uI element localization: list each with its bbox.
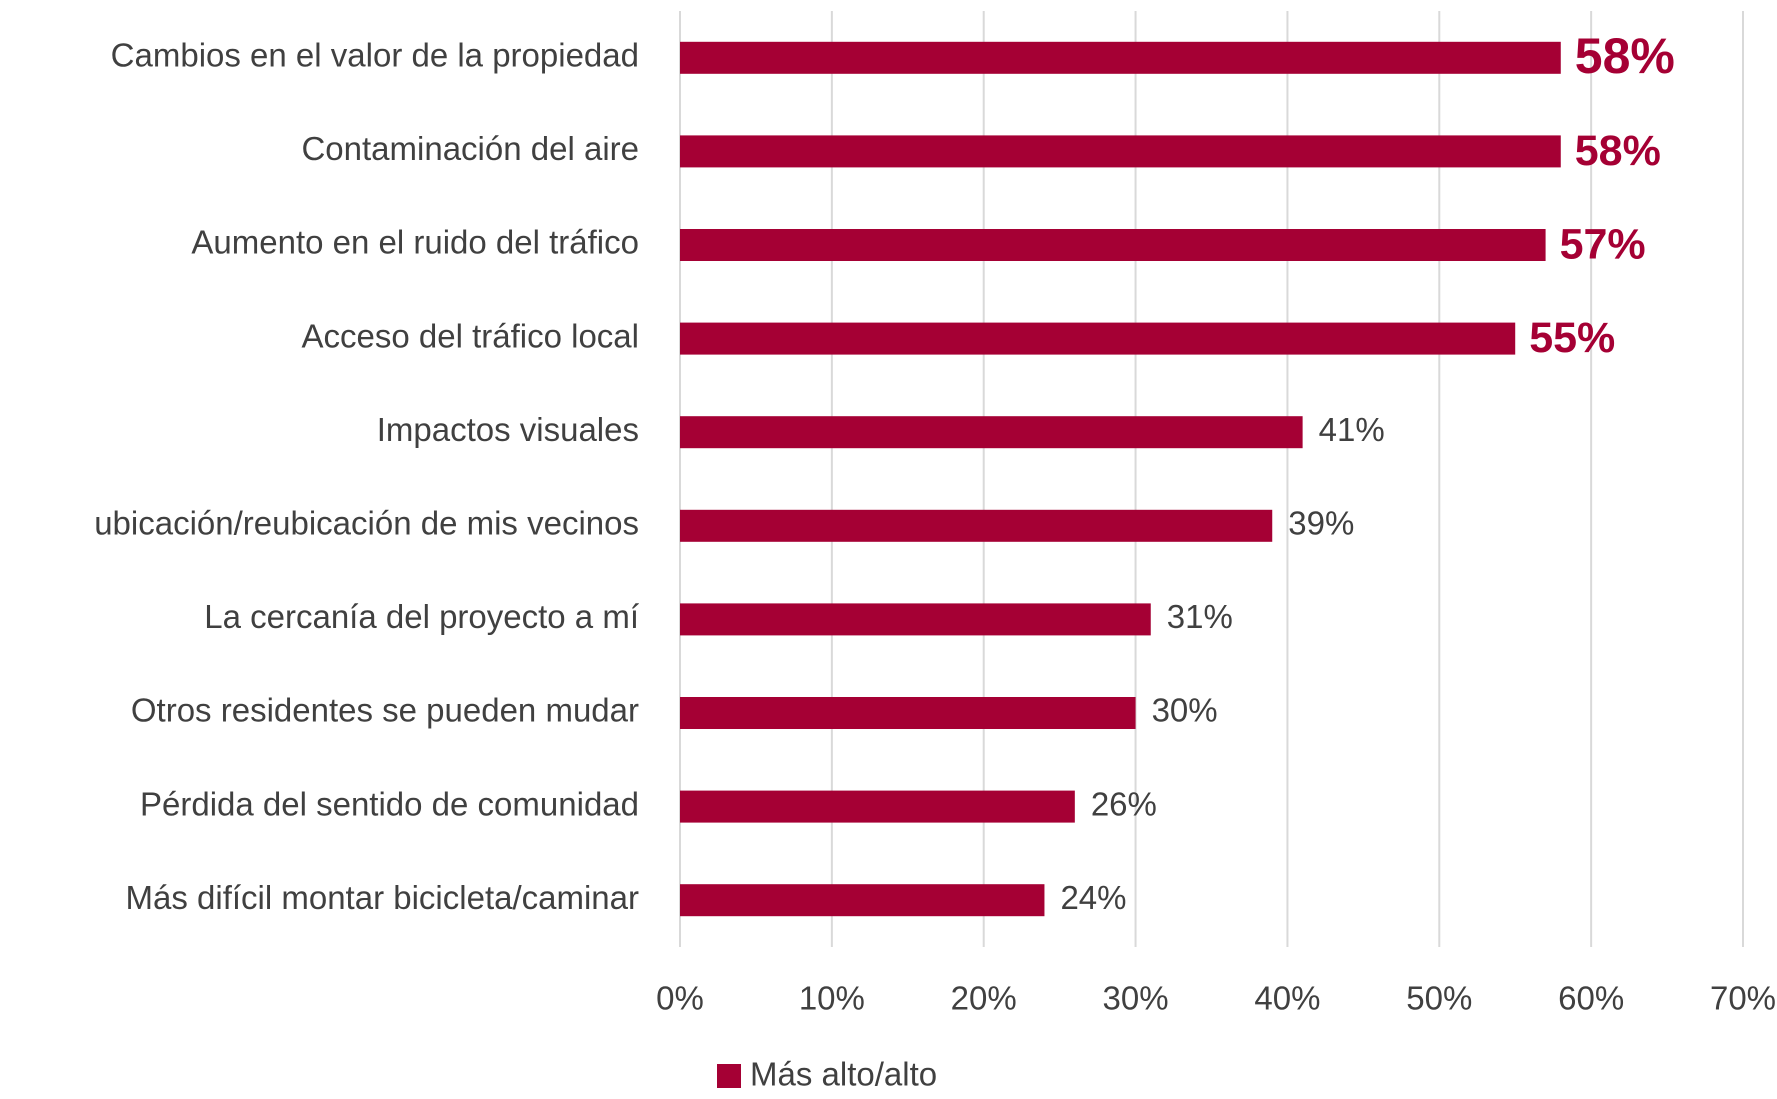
legend-label: Más alto/alto [750,1056,937,1093]
x-tick-label: 60% [1558,980,1624,1017]
data-label: 31% [1167,598,1233,635]
y-tick-label: Pérdida del sentido de comunidad [140,785,639,822]
x-tick-label: 0% [656,980,704,1017]
y-tick-label: Contaminación del aire [301,130,639,167]
bar [680,41,1561,74]
bar [680,135,1561,168]
data-label: 26% [1091,785,1157,822]
y-tick-label: Impactos visuales [377,411,639,448]
x-tick-label: 20% [951,980,1017,1017]
bar [680,884,1045,917]
bar [680,603,1151,636]
bar [680,322,1516,355]
y-tick-label: Más difícil montar bicicleta/caminar [126,879,640,916]
data-label: 58% [1575,127,1661,175]
y-tick-label: La cercanía del proyecto a mí [204,598,639,635]
y-tick-label: Aumento en el ruido del tráfico [191,224,639,261]
bar [680,509,1273,542]
x-tick-label: 50% [1406,980,1472,1017]
bar [680,697,1136,729]
data-label: 41% [1319,411,1385,448]
x-tick-label: 10% [799,980,865,1017]
y-tick-label: ubicación/reubicación de mis vecinos [94,505,639,542]
data-label: 58% [1575,28,1675,84]
x-tick-label: 70% [1710,980,1776,1017]
x-tick-label: 30% [1103,980,1169,1017]
bar [680,229,1546,261]
y-tick-label: Otros residentes se pueden mudar [131,692,639,729]
data-label: 30% [1152,692,1218,729]
data-label: 24% [1060,879,1126,916]
bar [680,790,1075,823]
data-label: 55% [1529,314,1615,362]
y-tick-label: Acceso del tráfico local [302,317,640,354]
bar [680,416,1303,449]
data-label: 39% [1288,505,1354,542]
legend-swatch [717,1064,741,1088]
y-tick-label: Cambios en el valor de la propiedad [111,37,639,74]
data-label: 57% [1560,220,1646,268]
x-tick-label: 40% [1254,980,1320,1017]
